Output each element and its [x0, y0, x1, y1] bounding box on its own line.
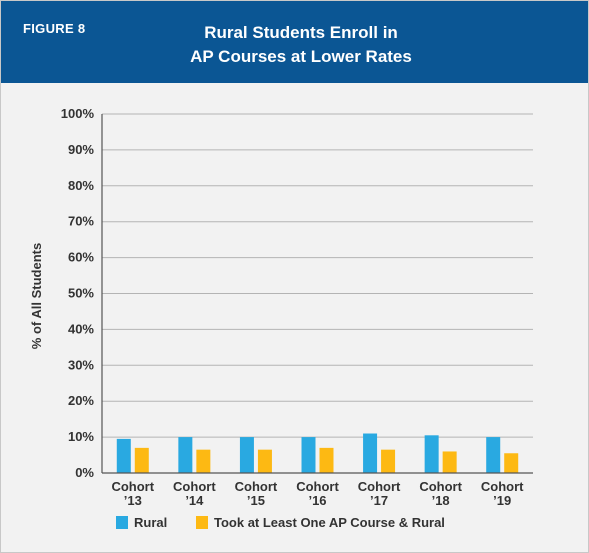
figure-label: FIGURE 8 [23, 21, 86, 36]
bar-rural [424, 435, 439, 473]
bar-rural [178, 437, 193, 473]
bar-rural [486, 437, 501, 473]
bars [116, 433, 519, 473]
x-axis-categories: Cohort’13Cohort’14Cohort’15Cohort’16Coho… [111, 479, 524, 508]
bar-rural [116, 438, 131, 473]
chart-title: Rural Students Enroll in AP Courses at L… [111, 21, 491, 69]
y-tick-label: 80% [68, 178, 94, 193]
legend-swatch [116, 516, 128, 529]
bar-ap-rural [134, 447, 149, 473]
y-tick-label: 100% [61, 106, 95, 121]
y-tick-label: 20% [68, 393, 94, 408]
y-axis-ticks: 0% 10% 20% 30% 40% 50% 60% 70% 80% 90% 100% [61, 106, 95, 480]
y-tick-label: 70% [68, 214, 94, 229]
y-tick-label: 50% [68, 286, 94, 301]
x-category-label: Cohort [419, 479, 462, 494]
bar-ap-rural [196, 449, 211, 473]
grid-lines [102, 113, 533, 438]
x-category-label: Cohort [235, 479, 278, 494]
y-tick-label: 30% [68, 357, 94, 372]
x-category-label: ’16 [308, 493, 326, 508]
y-tick-label: 0% [75, 465, 94, 480]
y-tick-label: 40% [68, 321, 94, 336]
y-tick-label: 10% [68, 429, 94, 444]
figure-header: FIGURE 8 Rural Students Enroll in AP Cou… [1, 1, 588, 83]
y-tick-label: 90% [68, 142, 94, 157]
bar-ap-rural [504, 453, 519, 473]
x-category-label: Cohort [111, 479, 154, 494]
x-axis [101, 114, 533, 474]
legend-label: Took at Least One AP Course & Rural [214, 515, 445, 530]
x-category-label: ’13 [124, 493, 142, 508]
bar-ap-rural [442, 451, 457, 473]
bar-ap-rural [257, 449, 272, 473]
x-category-label: ’19 [493, 493, 511, 508]
y-axis-label: % of All Students [29, 243, 44, 349]
x-category-label: ’14 [185, 493, 204, 508]
x-category-label: ’18 [432, 493, 450, 508]
x-category-label: ’15 [247, 493, 265, 508]
x-category-label: Cohort [296, 479, 339, 494]
y-tick-label: 60% [68, 250, 94, 265]
bar-ap-rural [319, 447, 334, 473]
x-category-label: Cohort [481, 479, 524, 494]
x-category-label: Cohort [358, 479, 401, 494]
x-category-label: ’17 [370, 493, 388, 508]
legend-swatch [196, 516, 208, 529]
bar-rural [301, 437, 316, 473]
legend-label: Rural [134, 515, 167, 530]
legend: Rural Took at Least One AP Course & Rural [116, 515, 445, 530]
chart-title-line-1: Rural Students Enroll in [204, 23, 398, 42]
chart-title-line-2: AP Courses at Lower Rates [190, 47, 412, 66]
x-category-label: Cohort [173, 479, 216, 494]
bar-rural [239, 437, 254, 473]
bar-ap-rural [381, 449, 396, 473]
bar-rural [363, 433, 378, 473]
